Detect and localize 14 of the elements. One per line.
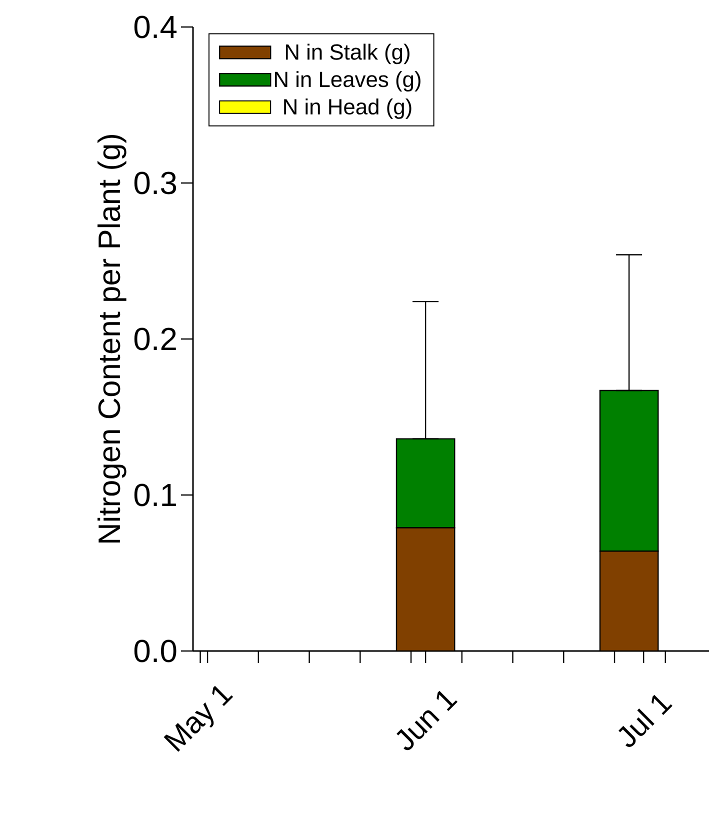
y-tick-label: 0.0 — [134, 640, 176, 662]
legend-label: N in Head (g) — [284, 98, 412, 119]
legend-label: N in Leaves (g) — [274, 71, 420, 92]
y-tick-label: 0.1 — [134, 484, 176, 506]
y-tick-label: 0.4 — [134, 16, 177, 38]
x-tick-label: Jul 1 — [618, 694, 672, 747]
x-tick-label: May 1 — [164, 686, 234, 752]
bar — [396, 527, 456, 651]
y-tick-label: 0.3 — [134, 172, 176, 194]
x-tick-label: Jun 1 — [396, 690, 458, 750]
bar — [599, 550, 659, 651]
y-tick-label: 0.2 — [134, 328, 176, 350]
y-axis-title: Nitrogen Content per Plant (g) — [98, 134, 126, 542]
legend-label: N in Stalk (g) — [286, 44, 410, 64]
